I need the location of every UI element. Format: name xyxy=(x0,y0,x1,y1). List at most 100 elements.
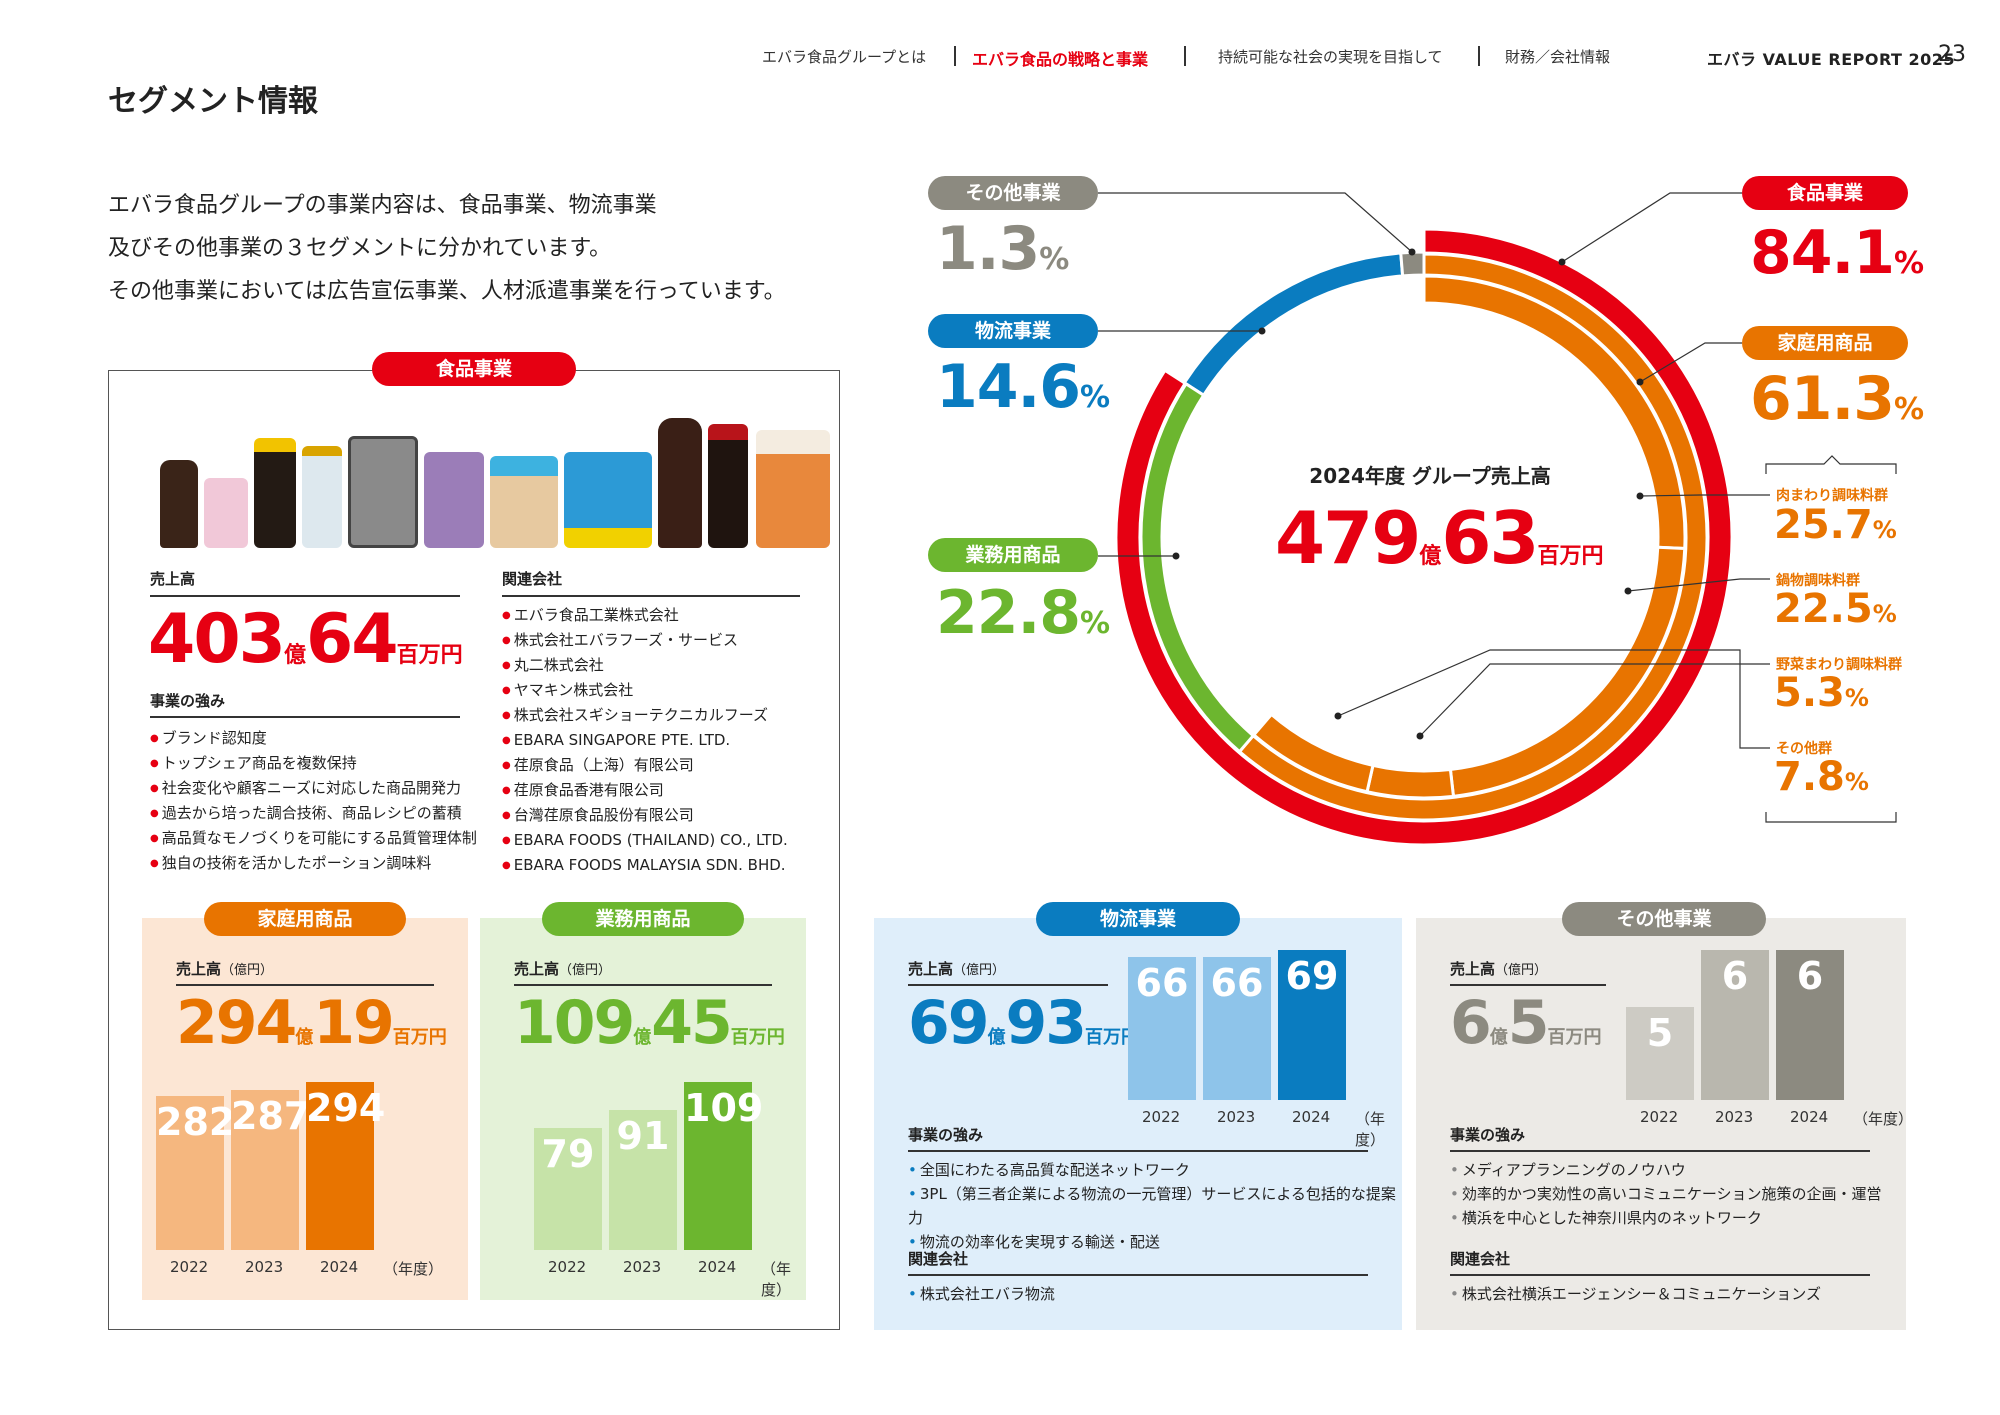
sub-group-bracket xyxy=(1765,455,1897,823)
other-affiliates-label: 関連会社 xyxy=(1450,1250,1511,1268)
year-tick-label: 2024 xyxy=(320,1258,359,1276)
center-oku: 479 xyxy=(1275,496,1421,580)
list-item: 台灣荏原食品股份有限公司 xyxy=(502,803,788,828)
year-tick-label: 2023 xyxy=(245,1258,284,1276)
year-tick-label: 2022 xyxy=(548,1258,587,1276)
household-pill: 家庭用商品 xyxy=(204,902,406,936)
report-title: エバラ VALUE REPORT 2025 xyxy=(1707,50,1956,69)
share-value: 14.6 xyxy=(936,352,1081,422)
list-item: 株式会社エバラフーズ・サービス xyxy=(502,628,788,653)
bar-value-label: 66 xyxy=(1210,960,1264,1005)
list-item: 丸二株式会社 xyxy=(502,653,788,678)
leader-line-household xyxy=(1639,342,1742,383)
bar-2022: 282 xyxy=(156,1096,235,1250)
logistics-sales-label: 売上高（億円） xyxy=(908,958,1005,979)
list-item: 荏原食品香港有限公司 xyxy=(502,778,788,803)
nav-link-strategy[interactable]: エバラ食品の戦略と事業 xyxy=(972,50,1149,69)
product-bottle xyxy=(658,418,702,548)
divider xyxy=(908,984,1108,986)
leader-dot xyxy=(1636,492,1644,500)
leader-dot xyxy=(1408,248,1416,256)
share-unit: % xyxy=(1872,516,1897,544)
list-item: ヤマキン株式会社 xyxy=(502,678,788,703)
share-unit: % xyxy=(1844,684,1869,712)
logistics-man: 93 xyxy=(1005,988,1087,1058)
other-strength-label: 事業の強み xyxy=(1450,1126,1526,1144)
logistics-affiliates-list: 株式会社エバラ物流 xyxy=(908,1282,1055,1306)
bar-2023: 91 xyxy=(609,1109,677,1250)
share-unit: % xyxy=(1894,246,1925,281)
logistics-card: 売上高（億円） 69億93百万円 66 2022 66 2023 69 2024 （年度） … xyxy=(874,918,1402,1330)
other-man: 5 xyxy=(1507,988,1550,1058)
nav-link-sustainability[interactable]: 持続可能な社会の実現を目指して xyxy=(1218,48,1443,66)
logistics-share: 14.6% xyxy=(936,352,1110,422)
other-strength-list: メディアプランニングのノウハウ 効率的かつ実効性の高いコミュニケーション施策の企… xyxy=(1450,1158,1882,1230)
logistics-pill: 物流事業 xyxy=(1036,902,1240,936)
logistics-slice xyxy=(1182,251,1405,398)
divider xyxy=(150,595,460,597)
share-unit: % xyxy=(1080,380,1111,415)
nav-link-about[interactable]: エバラ食品グループとは xyxy=(762,48,927,66)
divider xyxy=(150,716,460,718)
leader-line-other xyxy=(1098,192,1413,253)
other-card: 売上高（億円） 6億5百万円 5 2022 6 2023 6 2024 （年度） 事業の強み… xyxy=(1416,918,1914,1330)
sales-label: 売上高 xyxy=(176,960,222,978)
leader-dot xyxy=(1334,712,1342,720)
bar-value-label: 294 xyxy=(306,1086,386,1130)
household-sales-value: 294億19百万円 xyxy=(176,988,447,1058)
year-tick-label: 2022 xyxy=(1640,1108,1679,1126)
legend-pill-other: その他事業 xyxy=(928,176,1098,210)
sales-label: 売上高 xyxy=(1450,960,1496,978)
year-tick-label: 2023 xyxy=(1715,1108,1754,1126)
legend-pill-food: 食品事業 xyxy=(1742,176,1908,210)
bar-2022: 5 xyxy=(1626,1007,1694,1100)
intro-line: その他事業においては広告宣伝事業、人材派遣事業を行っています。 xyxy=(108,279,786,304)
commercial-card: 売上高（億円） 109億45百万円 79 2022 91 2023 109 2024 （年度… xyxy=(480,918,806,1300)
divider xyxy=(1450,984,1606,986)
nav-link-finance[interactable]: 財務／会社情報 xyxy=(1505,48,1611,66)
food-affiliates-label: 関連会社 xyxy=(502,570,563,588)
bar-2023: 66 xyxy=(1203,956,1271,1100)
donut-center-value: 479億63百万円 xyxy=(1275,496,1604,580)
product-pouch xyxy=(490,456,558,548)
other-sales-label: 売上高（億円） xyxy=(1450,958,1547,979)
other-share: 1.3% xyxy=(936,214,1069,284)
commercial-oku: 109 xyxy=(514,988,635,1058)
year-unit-label: （年度） xyxy=(1853,1110,1914,1128)
commercial-pill: 業務用商品 xyxy=(542,902,744,936)
year-tick-label: 2024 xyxy=(698,1258,737,1276)
household-oku: 294 xyxy=(176,988,297,1058)
bar-2024: 6 xyxy=(1776,950,1844,1100)
bar-value-label: 66 xyxy=(1135,960,1189,1005)
food-affiliates-list: エバラ食品工業株式会社 株式会社エバラフーズ・サービス 丸二株式会社 ヤマキン株… xyxy=(502,603,788,878)
list-item: 株式会社横浜エージェンシー＆コミュニケーションズ xyxy=(1450,1282,1821,1306)
man-unit: 百万円 xyxy=(1085,1027,1139,1048)
logistics-sales-value: 69億93百万円 xyxy=(908,988,1139,1058)
intro-text: エバラ食品グループの事業内容は、食品事業、物流事業 及びその他事業の３セグメント… xyxy=(108,184,786,313)
food-strength-list: ブランド認知度 トップシェア商品を複数保持 社会変化や顧客ニーズに対応した商品開… xyxy=(150,726,477,876)
year-unit-label: （年度） xyxy=(761,1260,792,1299)
list-item: エバラ食品工業株式会社 xyxy=(502,603,788,628)
product-bottle xyxy=(302,446,342,548)
bar-2023: 6 xyxy=(1701,950,1769,1100)
share-value: 84.1 xyxy=(1750,218,1895,288)
sub-share-meat: 25.7% xyxy=(1774,502,1897,548)
divider xyxy=(908,1274,1368,1276)
list-item: 3PL（第三者企業による物流の一元管理）サービスによる包括的な提案力 xyxy=(908,1182,1402,1230)
sub-name-nabe: 鍋物調味料群 xyxy=(1776,573,1860,589)
product-lineup-image xyxy=(160,408,830,548)
oku-unit: 億 xyxy=(1419,544,1442,569)
center-man: 63 xyxy=(1441,496,1539,580)
logistics-strength-list: 全国にわたる高品質な配送ネットワーク 3PL（第三者企業による物流の一元管理）サ… xyxy=(908,1158,1402,1254)
sales-label: 売上高 xyxy=(908,960,954,978)
logistics-strength-label: 事業の強み xyxy=(908,1126,984,1144)
oku-unit: 億 xyxy=(633,1027,652,1048)
leader-line-sub-nabe xyxy=(1627,578,1770,592)
leader-line-sub-meat xyxy=(1639,494,1770,497)
nav-divider xyxy=(1478,46,1480,66)
food-strength-label: 事業の強み xyxy=(150,692,226,710)
list-item: 過去から培った調合技術、商品レシピの蓄積 xyxy=(150,801,477,826)
list-item: トップシェア商品を複数保持 xyxy=(150,751,477,776)
list-item: 株式会社スギショーテクニカルフーズ xyxy=(502,703,788,728)
year-tick-label: 2023 xyxy=(1217,1108,1256,1126)
